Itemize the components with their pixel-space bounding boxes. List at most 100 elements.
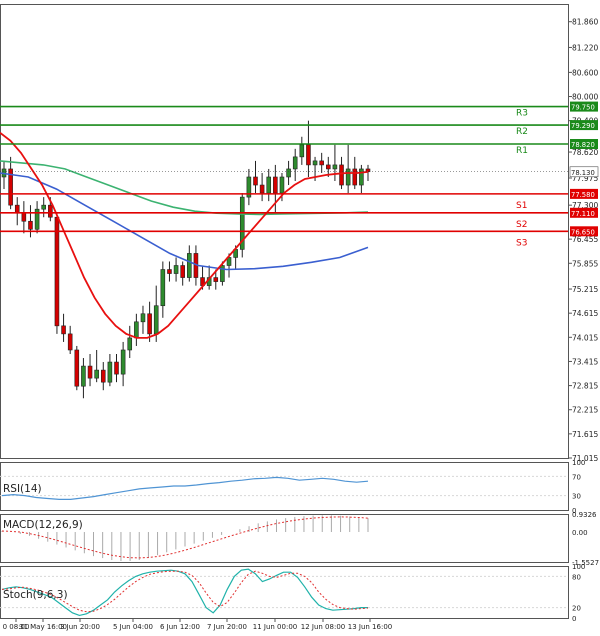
slow-moving-average-line bbox=[0, 172, 369, 271]
bearish-candle bbox=[259, 184, 265, 194]
rsi-panel: 100 70 30 0 RSI(14) bbox=[0, 459, 585, 515]
bearish-candle bbox=[74, 349, 80, 387]
macd-title: MACD(12,26,9) bbox=[3, 519, 83, 531]
price-tick-label: 75.855 bbox=[572, 259, 598, 268]
price-panel: 81.86081.22080.60080.00079.40078.62077.9… bbox=[0, 4, 599, 463]
bullish-candle bbox=[266, 176, 272, 194]
level-price-tag: 79.290 bbox=[571, 122, 595, 130]
bullish-candle bbox=[279, 176, 285, 194]
support-level-label: S3 bbox=[516, 238, 527, 248]
current-price-tag: 78.130 bbox=[571, 169, 595, 177]
level-price-badge bbox=[570, 207, 598, 218]
bullish-candle bbox=[153, 305, 159, 335]
current-price-badge bbox=[569, 166, 599, 178]
stoch-tick-label: 80 bbox=[572, 573, 581, 581]
rsi-tick-label: 30 bbox=[572, 493, 581, 501]
level-price-badge bbox=[570, 139, 598, 150]
bullish-candle bbox=[220, 265, 225, 282]
level-price-badge bbox=[570, 120, 598, 131]
stochastic-panel: 100 80 20 0 Stoch(9,6,3) bbox=[0, 563, 585, 623]
stoch-signal-line bbox=[1, 570, 369, 613]
price-tick-label: 77.300 bbox=[572, 201, 598, 210]
price-tick-label: 71.015 bbox=[572, 454, 598, 463]
support-level-label: S2 bbox=[516, 220, 527, 230]
price-tick-label: 72.815 bbox=[572, 382, 598, 391]
bullish-candle bbox=[41, 204, 46, 210]
bearish-candle bbox=[352, 168, 358, 186]
level-price-tag: 78.820 bbox=[571, 141, 595, 149]
stoch-panel-frame bbox=[0, 566, 569, 619]
bullish-candle bbox=[81, 365, 86, 387]
rsi-tick-label: 70 bbox=[572, 473, 581, 481]
bullish-candle bbox=[299, 144, 305, 158]
rsi-line bbox=[1, 476, 369, 500]
level-price-tag: 77.110 bbox=[571, 210, 595, 218]
macd-panel: 0.9326 0.00 -1.5527 MACD(12,26,9) bbox=[0, 511, 599, 567]
price-tick-label: 77.975 bbox=[572, 174, 598, 183]
macd-tick-label: 0.00 bbox=[572, 529, 588, 537]
bullish-candle bbox=[246, 176, 252, 198]
time-tick-label: 5 Jun 04:00 bbox=[113, 623, 153, 631]
price-tick-label: 74.615 bbox=[572, 309, 598, 318]
level-price-badge bbox=[570, 101, 598, 112]
bearish-candle bbox=[54, 216, 60, 327]
bullish-candle bbox=[173, 265, 179, 274]
macd-panel-frame bbox=[0, 514, 569, 563]
time-tick-label: 0 08:00 bbox=[3, 623, 30, 631]
time-tick-label: 13 Jun 16:00 bbox=[348, 623, 392, 631]
bearish-candle bbox=[100, 369, 106, 383]
bearish-candle bbox=[61, 325, 66, 335]
stoch-tick-label: 0 bbox=[572, 615, 576, 623]
bearish-candle bbox=[48, 204, 53, 218]
bearish-candle bbox=[167, 269, 172, 274]
bullish-candle bbox=[292, 156, 298, 170]
rsi-panel-frame bbox=[0, 462, 569, 511]
price-tick-label: 81.860 bbox=[572, 18, 598, 27]
price-tick-label: 80.000 bbox=[572, 93, 598, 102]
rsi-tick-label: 100 bbox=[572, 459, 585, 467]
time-tick-label: 3 Jun 20:00 bbox=[60, 623, 100, 631]
price-tick-label: 81.220 bbox=[572, 43, 598, 52]
bullish-candle bbox=[140, 313, 146, 323]
time-tick-label: 7 Jun 20:00 bbox=[207, 623, 247, 631]
bearish-candle bbox=[273, 176, 278, 194]
bearish-candle bbox=[87, 365, 93, 379]
bearish-candle bbox=[21, 212, 27, 222]
bullish-candle bbox=[239, 196, 245, 250]
fast-moving-average-line bbox=[0, 131, 369, 339]
time-tick-label: 31 May 16:00 bbox=[19, 623, 67, 631]
bearish-candle bbox=[213, 277, 219, 282]
stoch-title: Stoch(9,6,3) bbox=[3, 589, 68, 601]
bearish-candle bbox=[67, 333, 73, 351]
time-tick-label: 6 Jun 12:00 bbox=[160, 623, 200, 631]
level-price-badge bbox=[570, 226, 598, 237]
bearish-candle bbox=[319, 160, 324, 166]
level-price-tag: 76.650 bbox=[571, 228, 595, 236]
bullish-candle bbox=[226, 257, 232, 266]
bearish-candle bbox=[14, 204, 20, 214]
macd-tick-label: -1.5527 bbox=[572, 559, 599, 567]
price-tick-label: 71.615 bbox=[572, 430, 598, 439]
bullish-candle bbox=[286, 168, 291, 178]
bullish-candle bbox=[160, 269, 166, 307]
price-tick-label: 76.455 bbox=[572, 235, 598, 244]
price-tick-label: 74.015 bbox=[572, 333, 598, 342]
bearish-candle bbox=[147, 313, 152, 335]
bearish-candle bbox=[365, 168, 371, 173]
bearish-candle bbox=[180, 265, 185, 278]
bullish-candle bbox=[134, 321, 139, 339]
bullish-candle bbox=[345, 168, 351, 186]
bearish-candle bbox=[114, 361, 119, 375]
price-tick-label: 72.215 bbox=[572, 406, 598, 415]
bearish-candle bbox=[326, 164, 331, 170]
resistance-level-label: R3 bbox=[516, 109, 528, 119]
resistance-level-label: R2 bbox=[516, 127, 528, 137]
macd-tick-label: 0.9326 bbox=[572, 511, 597, 519]
bearish-candle bbox=[306, 144, 311, 166]
bullish-candle bbox=[332, 164, 338, 170]
time-tick-label: 11 Jun 00:00 bbox=[253, 623, 297, 631]
level-price-tag: 79.750 bbox=[571, 104, 595, 112]
bullish-candle bbox=[312, 160, 318, 166]
bullish-candle bbox=[359, 168, 364, 186]
bearish-candle bbox=[339, 164, 344, 186]
